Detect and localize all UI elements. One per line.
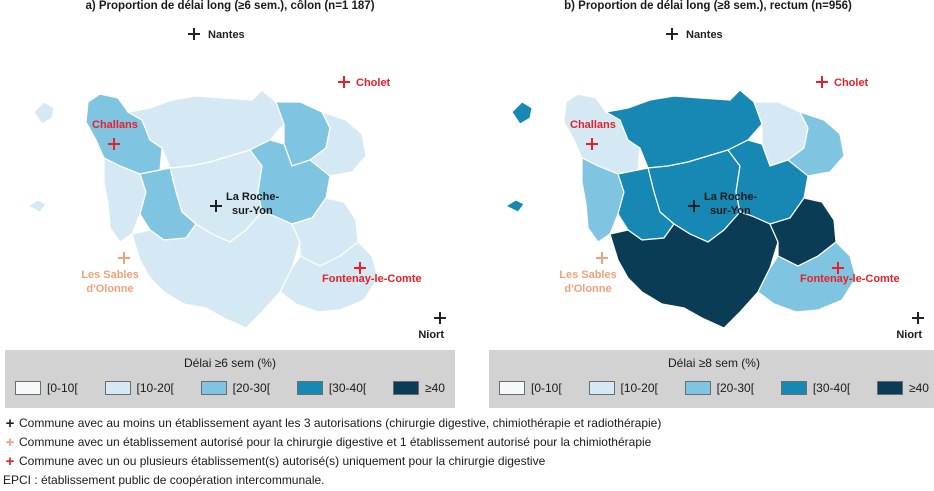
legend-label: ≥40 [425,381,445,395]
island-region [511,101,533,125]
challans-marker [586,138,598,150]
roche-marker [210,200,222,212]
legend-item: ≥40 [877,381,929,395]
fontenay-marker [354,262,366,274]
legend-title: Délai ≥8 sem (%) [668,356,760,370]
choropleth-map: Nantes Cholet Challans Fontenay-le-Comte La … [26,28,446,341]
legend-colon: Délai ≥6 sem (%) [0-10[ [10-20[ [20-30[ … [5,350,455,408]
epci-region-nw [563,93,641,175]
island-region [26,199,47,213]
epci-region-se [279,241,379,313]
note-red-marker: + Commune avec un ou plusieurs établissem… [3,452,661,471]
map-title: b) Proportion de délai long (≥8 sem.), r… [564,0,852,12]
fontenay-label: Fontenay-le-Comte [322,273,422,285]
cholet-label: Cholet [356,77,391,89]
legend-swatch [780,381,807,395]
sables-label: Les Sables [559,269,616,281]
epci-region-nw [85,93,163,175]
note-black-marker: + Commune avec au moins un établissement … [3,414,662,433]
roche-label: La Roche- [704,191,758,203]
legend-item: [0-10[ [499,381,562,395]
choropleth-map: Nantes Cholet Challans Fontenay-le-Comte La … [504,28,924,341]
red-plus-icon: + [5,453,15,470]
legend-swatch [104,381,131,395]
note-text: Commune avec au moins un établissement a… [19,416,662,430]
legend-label: [20-30[ [232,381,271,395]
legend-item: [20-30[ [684,381,755,395]
sables-label: d'Olonne [564,283,611,295]
sables-label: Les Sables [81,269,138,281]
nantes-marker [188,28,200,40]
niort-marker [912,312,924,324]
legend-label: [0-10[ [531,381,562,395]
legend-swatch [499,381,525,395]
legend-label: [0-10[ [47,381,78,395]
legend-item: [30-40[ [780,381,851,395]
cholet-label: Cholet [834,77,869,89]
roche-label: La Roche- [226,191,280,203]
legend-swatch [200,381,227,395]
nantes-label: Nantes [208,29,245,41]
map-title: a) Proportion de délai long (≥6 sem.), c… [85,0,375,12]
cholet-marker [816,76,828,88]
black-plus-icon: + [5,415,15,432]
island-region [33,101,55,125]
legend-swatch [15,381,41,395]
legend-swatch [296,381,323,395]
note-text: EPCI : établissement public de coopérati… [3,473,325,487]
roche-label: sur-Yon [232,205,273,217]
nantes-marker [666,28,678,40]
legend-swatch [877,381,904,395]
challans-label: Challans [570,119,616,131]
legend-item: [10-20[ [588,381,658,395]
legend-label: [30-40[ [812,381,851,395]
niort-label: Niort [418,329,444,341]
legend-item: [0-10[ [15,381,78,395]
legend-item: [30-40[ [296,381,367,395]
legend-label: [10-20[ [136,381,174,395]
nantes-label: Nantes [686,29,723,41]
niort-marker [434,312,446,324]
note-text: Commune avec un ou plusieurs établisseme… [19,454,546,468]
sables-marker [596,252,608,264]
legend-item: ≥40 [393,381,445,395]
legend-label: [30-40[ [328,381,367,395]
note-orange-marker: + Commune avec un établissement autorisé … [3,433,661,452]
legend-label: ≥40 [909,381,929,395]
challans-marker [108,138,120,150]
legend-item: [10-20[ [104,381,174,395]
fontenay-label: Fontenay-le-Comte [800,273,900,285]
map-notes: + Commune avec au moins un établissement … [3,414,661,490]
legend-label: [10-20[ [620,381,658,395]
legend-label: [20-30[ [716,381,755,395]
note-epci: EPCI : établissement public de coopérati… [3,471,661,490]
epci-region-se [757,241,857,313]
sables-marker [118,252,130,264]
cholet-marker [338,76,350,88]
legend-title: Délai ≥6 sem (%) [184,356,276,370]
niort-label: Niort [896,329,922,341]
challans-label: Challans [92,119,138,131]
roche-marker [688,200,700,212]
epci-region-ne2 [309,110,367,177]
fontenay-marker [832,262,844,274]
legend-swatch [393,381,420,395]
island-region [504,199,525,213]
orange-plus-icon: + [5,434,15,451]
note-text: Commune avec un établissement autorisé p… [19,435,652,449]
legend-swatch [588,381,615,395]
sables-label: d'Olonne [86,283,133,295]
epci-region-ne2 [787,110,845,177]
legend-swatch [684,381,711,395]
legend-rectum: Délai ≥8 sem (%) [0-10[ [10-20[ [20-30[ … [489,350,934,408]
roche-label: sur-Yon [710,205,751,217]
legend-item: [20-30[ [200,381,271,395]
